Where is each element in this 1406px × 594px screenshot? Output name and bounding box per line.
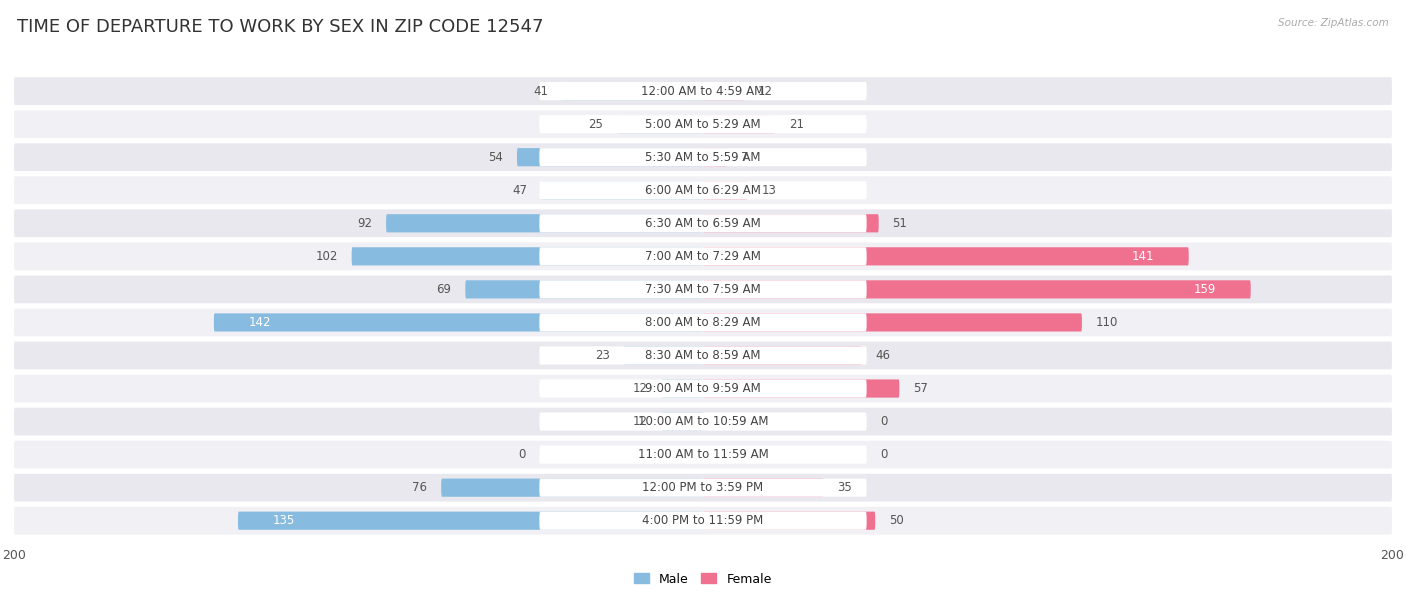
- Text: 11:00 AM to 11:59 AM: 11:00 AM to 11:59 AM: [638, 448, 768, 461]
- Text: 7:00 AM to 7:29 AM: 7:00 AM to 7:29 AM: [645, 250, 761, 263]
- FancyBboxPatch shape: [14, 77, 1392, 105]
- FancyBboxPatch shape: [703, 314, 1083, 331]
- FancyBboxPatch shape: [238, 511, 703, 530]
- Text: 5:30 AM to 5:59 AM: 5:30 AM to 5:59 AM: [645, 151, 761, 164]
- Text: 0: 0: [880, 448, 887, 461]
- FancyBboxPatch shape: [617, 115, 703, 133]
- Text: 25: 25: [588, 118, 603, 131]
- FancyBboxPatch shape: [703, 148, 727, 166]
- FancyBboxPatch shape: [703, 181, 748, 200]
- FancyBboxPatch shape: [562, 82, 703, 100]
- FancyBboxPatch shape: [703, 280, 1251, 298]
- FancyBboxPatch shape: [540, 346, 866, 365]
- FancyBboxPatch shape: [662, 412, 703, 431]
- FancyBboxPatch shape: [14, 110, 1392, 138]
- Text: 12:00 AM to 4:59 AM: 12:00 AM to 4:59 AM: [641, 84, 765, 97]
- Text: 12:00 PM to 3:59 PM: 12:00 PM to 3:59 PM: [643, 481, 763, 494]
- Text: 102: 102: [315, 250, 337, 263]
- Text: 4:00 PM to 11:59 PM: 4:00 PM to 11:59 PM: [643, 514, 763, 527]
- FancyBboxPatch shape: [662, 380, 703, 397]
- FancyBboxPatch shape: [14, 308, 1392, 336]
- FancyBboxPatch shape: [14, 176, 1392, 204]
- FancyBboxPatch shape: [214, 314, 703, 331]
- Text: 6:30 AM to 6:59 AM: 6:30 AM to 6:59 AM: [645, 217, 761, 230]
- FancyBboxPatch shape: [14, 441, 1392, 469]
- Text: 110: 110: [1095, 316, 1118, 329]
- Text: 142: 142: [249, 316, 271, 329]
- Text: 7:30 AM to 7:59 AM: 7:30 AM to 7:59 AM: [645, 283, 761, 296]
- FancyBboxPatch shape: [387, 214, 703, 232]
- FancyBboxPatch shape: [14, 507, 1392, 535]
- Text: 47: 47: [512, 184, 527, 197]
- Text: 46: 46: [875, 349, 890, 362]
- Text: 50: 50: [889, 514, 904, 527]
- Text: 69: 69: [436, 283, 451, 296]
- Text: 41: 41: [533, 84, 548, 97]
- FancyBboxPatch shape: [703, 115, 775, 133]
- Text: 51: 51: [893, 217, 907, 230]
- FancyBboxPatch shape: [703, 346, 862, 365]
- Text: 7: 7: [741, 151, 748, 164]
- Text: 13: 13: [762, 184, 776, 197]
- Text: 8:00 AM to 8:29 AM: 8:00 AM to 8:29 AM: [645, 316, 761, 329]
- Text: 12: 12: [633, 382, 648, 395]
- Text: 0: 0: [880, 415, 887, 428]
- FancyBboxPatch shape: [14, 210, 1392, 237]
- Text: 135: 135: [273, 514, 295, 527]
- FancyBboxPatch shape: [14, 375, 1392, 402]
- FancyBboxPatch shape: [540, 380, 866, 397]
- FancyBboxPatch shape: [540, 446, 866, 464]
- Text: 12: 12: [758, 84, 773, 97]
- FancyBboxPatch shape: [540, 181, 866, 200]
- Text: 9:00 AM to 9:59 AM: 9:00 AM to 9:59 AM: [645, 382, 761, 395]
- FancyBboxPatch shape: [540, 148, 866, 166]
- FancyBboxPatch shape: [540, 214, 866, 232]
- Text: 57: 57: [912, 382, 928, 395]
- Text: 5:00 AM to 5:29 AM: 5:00 AM to 5:29 AM: [645, 118, 761, 131]
- Text: Source: ZipAtlas.com: Source: ZipAtlas.com: [1278, 18, 1389, 28]
- Text: 21: 21: [789, 118, 804, 131]
- Text: 6:00 AM to 6:29 AM: 6:00 AM to 6:29 AM: [645, 184, 761, 197]
- Text: 23: 23: [595, 349, 610, 362]
- Text: 0: 0: [519, 448, 526, 461]
- Text: 10:00 AM to 10:59 AM: 10:00 AM to 10:59 AM: [638, 415, 768, 428]
- FancyBboxPatch shape: [540, 314, 866, 331]
- FancyBboxPatch shape: [540, 280, 866, 298]
- FancyBboxPatch shape: [540, 82, 866, 100]
- FancyBboxPatch shape: [517, 148, 703, 166]
- FancyBboxPatch shape: [703, 247, 1188, 266]
- Text: 159: 159: [1194, 283, 1216, 296]
- Text: 35: 35: [838, 481, 852, 494]
- Text: 54: 54: [488, 151, 503, 164]
- FancyBboxPatch shape: [624, 346, 703, 365]
- Text: 8:30 AM to 8:59 AM: 8:30 AM to 8:59 AM: [645, 349, 761, 362]
- FancyBboxPatch shape: [14, 276, 1392, 304]
- FancyBboxPatch shape: [465, 280, 703, 298]
- FancyBboxPatch shape: [703, 511, 875, 530]
- FancyBboxPatch shape: [540, 247, 866, 266]
- FancyBboxPatch shape: [541, 181, 703, 200]
- Text: 76: 76: [412, 481, 427, 494]
- FancyBboxPatch shape: [14, 143, 1392, 171]
- FancyBboxPatch shape: [540, 511, 866, 530]
- FancyBboxPatch shape: [703, 479, 824, 497]
- FancyBboxPatch shape: [703, 380, 900, 397]
- Text: 12: 12: [633, 415, 648, 428]
- FancyBboxPatch shape: [540, 479, 866, 497]
- FancyBboxPatch shape: [540, 412, 866, 431]
- FancyBboxPatch shape: [352, 247, 703, 266]
- FancyBboxPatch shape: [703, 214, 879, 232]
- FancyBboxPatch shape: [540, 115, 866, 133]
- FancyBboxPatch shape: [703, 82, 744, 100]
- FancyBboxPatch shape: [14, 242, 1392, 270]
- Text: 141: 141: [1132, 250, 1154, 263]
- Text: TIME OF DEPARTURE TO WORK BY SEX IN ZIP CODE 12547: TIME OF DEPARTURE TO WORK BY SEX IN ZIP …: [17, 18, 543, 36]
- FancyBboxPatch shape: [14, 474, 1392, 501]
- FancyBboxPatch shape: [441, 479, 703, 497]
- Text: 92: 92: [357, 217, 373, 230]
- FancyBboxPatch shape: [14, 407, 1392, 435]
- Legend: Male, Female: Male, Female: [630, 568, 776, 590]
- FancyBboxPatch shape: [14, 342, 1392, 369]
